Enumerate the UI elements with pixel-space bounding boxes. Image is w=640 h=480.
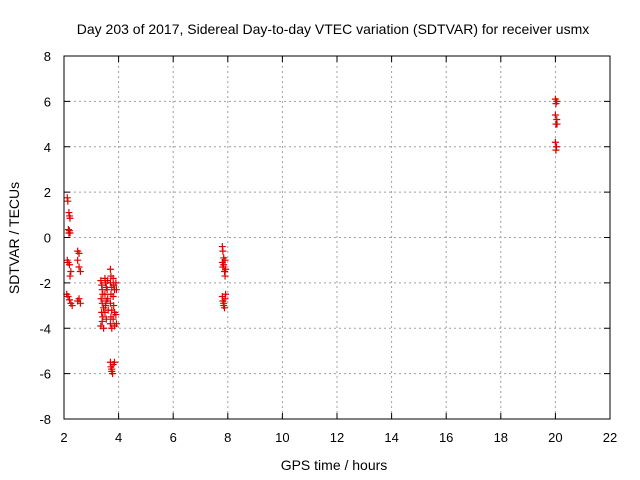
y-tick-label: 0 (44, 231, 51, 246)
data-point (221, 272, 229, 280)
data-point (551, 111, 559, 119)
data-point (109, 274, 117, 282)
data-point (222, 290, 230, 298)
data-point (75, 295, 83, 303)
data-point (66, 229, 74, 237)
data-point (109, 315, 117, 323)
x-tick-label: 14 (384, 430, 398, 445)
grid (64, 56, 610, 419)
x-tick-label: 18 (494, 430, 508, 445)
y-tick-label: -8 (39, 412, 51, 427)
y-tick-label: -4 (39, 321, 51, 336)
data-point (110, 302, 118, 310)
data-point (109, 370, 117, 378)
axis-ticks: 2 4 6 8 10 12 14 16 18 20 22 -8 -6 -4 -2 0 2 4 6 8 (39, 49, 617, 445)
y-tick-label: 8 (44, 49, 51, 64)
x-tick-label: 8 (224, 430, 231, 445)
x-tick-label: 2 (60, 430, 67, 445)
data-point (98, 317, 106, 325)
x-tick-label: 12 (330, 430, 344, 445)
data-point (222, 265, 230, 273)
data-point (101, 290, 109, 298)
data-point (66, 214, 74, 222)
data-point (103, 286, 111, 294)
data-point (76, 299, 84, 307)
x-tick-label: 6 (170, 430, 177, 445)
y-tick-label: 4 (44, 140, 51, 155)
chart-title: Day 203 of 2017, Sidereal Day-to-day VTE… (77, 21, 590, 37)
data-point (64, 292, 72, 300)
data-point (101, 302, 109, 310)
x-tick-label: 16 (439, 430, 453, 445)
data-point (65, 261, 73, 269)
data-point (552, 146, 560, 154)
data-point (112, 320, 120, 328)
data-point (106, 320, 114, 328)
data-point (111, 358, 119, 366)
data-point (112, 286, 120, 294)
data-point (66, 272, 74, 280)
y-axis-label: SDTVAR / TECUs (6, 182, 22, 294)
data-point (74, 256, 82, 264)
data-point (219, 247, 227, 255)
data-point (67, 268, 75, 276)
data-point (221, 304, 229, 312)
data-point (104, 295, 112, 303)
data-point (553, 120, 561, 128)
x-axis-label: GPS time / hours (281, 457, 388, 473)
data-point (75, 249, 83, 257)
data-point (65, 296, 73, 304)
data-point (109, 292, 117, 300)
data-point (64, 197, 72, 205)
data-point (220, 299, 228, 307)
x-tick-label: 4 (115, 430, 122, 445)
data-point (220, 261, 228, 269)
y-tick-label: 6 (44, 94, 51, 109)
data-point (76, 268, 84, 276)
data-point (112, 311, 120, 319)
y-tick-label: -6 (39, 367, 51, 382)
data-point (68, 302, 76, 310)
data-point (97, 277, 105, 285)
data-point (106, 265, 114, 273)
data-point (551, 138, 559, 146)
data-points (63, 95, 561, 378)
data-point (112, 279, 120, 287)
plot-frame (63, 55, 611, 420)
x-tick-label: 20 (548, 430, 562, 445)
data-point (75, 263, 83, 271)
data-point (100, 324, 108, 332)
x-tick-label: 22 (603, 430, 617, 445)
y-tick-label: -2 (39, 276, 51, 291)
data-point (97, 295, 105, 303)
data-point (552, 100, 560, 108)
data-point (108, 365, 116, 373)
x-tick-label: 10 (275, 430, 289, 445)
data-point (102, 315, 110, 323)
y-tick-label: 2 (44, 185, 51, 200)
data-point (221, 256, 229, 264)
